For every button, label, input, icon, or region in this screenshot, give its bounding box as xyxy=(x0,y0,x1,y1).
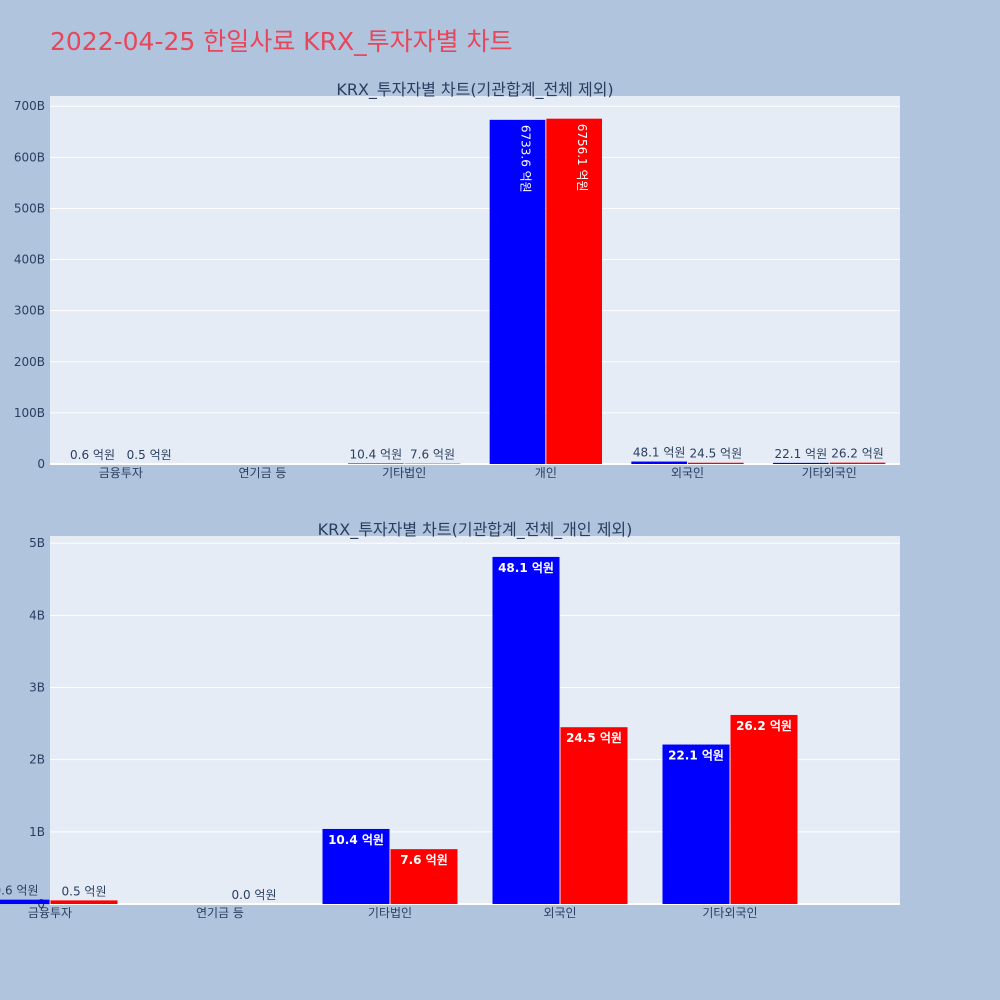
data-label: 0.5 억원 xyxy=(127,448,172,462)
y-tick-label: 2B xyxy=(29,753,45,767)
data-label: 24.5 억원 xyxy=(566,731,622,745)
y-tick-label: 100B xyxy=(14,406,45,420)
chart-title-0: KRX_투자자별 차트(기관합계_전체 제외) xyxy=(336,80,613,100)
bar xyxy=(688,462,744,464)
data-label: 7.6 억원 xyxy=(410,448,455,462)
data-label: 48.1 억원 xyxy=(633,446,686,460)
x-tick-label: 개인 xyxy=(535,466,557,480)
y-tick-label: 5B xyxy=(29,536,45,550)
data-label: 24.5 억원 xyxy=(690,447,743,461)
y-tick-label: 500B xyxy=(14,201,45,215)
page-title: 2022-04-25 한일사료 KRX_투자자별 차트 xyxy=(50,27,513,56)
x-tick-label: 기타법인 xyxy=(368,906,412,920)
x-tick-label: 기타법인 xyxy=(382,466,426,480)
y-tick-label: 600B xyxy=(14,150,45,164)
x-tick-label: 연기금 등 xyxy=(196,906,244,920)
y-tick-label: 700B xyxy=(14,99,45,113)
bar xyxy=(662,744,730,904)
bar xyxy=(390,849,458,904)
data-label: 22.1 억원 xyxy=(775,447,828,461)
bar xyxy=(730,714,798,904)
y-tick-label: 200B xyxy=(14,355,45,369)
data-label: 7.6 억원 xyxy=(400,853,448,867)
data-label: 0.6 억원 xyxy=(70,448,115,462)
y-tick-label: 4B xyxy=(29,608,45,622)
x-tick-label: 금융투자 xyxy=(28,906,72,920)
bar xyxy=(829,462,886,464)
bar xyxy=(50,900,118,904)
x-tick-label: 기타외국인 xyxy=(802,466,857,480)
y-tick-label: 1B xyxy=(29,825,45,839)
data-label: 0.5 억원 xyxy=(62,884,107,898)
bar xyxy=(322,828,390,904)
y-tick-label: 0 xyxy=(37,457,45,471)
chart-title-1: KRX_투자자별 차트(기관합계_전체_개인 제외) xyxy=(318,520,633,540)
bar xyxy=(631,461,687,464)
bar xyxy=(546,118,602,464)
bar xyxy=(492,556,560,904)
bar xyxy=(489,119,546,464)
data-label: 6733.6 억원 xyxy=(519,125,533,193)
data-label: 26.2 억원 xyxy=(736,719,792,733)
data-label: 6756.1 억원 xyxy=(575,124,589,192)
x-tick-label: 금융투자 xyxy=(99,466,143,480)
y-tick-label: 400B xyxy=(14,253,45,267)
bar xyxy=(560,727,628,904)
bar xyxy=(348,463,404,464)
data-label: 26.2 억원 xyxy=(831,447,884,461)
plot-area-0 xyxy=(50,96,900,464)
bar xyxy=(0,899,50,904)
x-tick-label: 외국인 xyxy=(671,466,704,480)
x-tick-label: 기타외국인 xyxy=(702,906,757,920)
bar xyxy=(773,462,829,464)
data-label: 48.1 억원 xyxy=(498,561,554,575)
data-label: 0.6 억원 xyxy=(0,884,38,898)
x-tick-label: 외국인 xyxy=(543,906,576,920)
data-label: 10.4 억원 xyxy=(328,833,384,847)
data-label: 22.1 억원 xyxy=(668,749,724,763)
data-label: 10.4 억원 xyxy=(350,447,403,461)
x-tick-label: 연기금 등 xyxy=(239,466,287,480)
data-label: 0.0 억원 xyxy=(232,888,277,902)
y-tick-label: 300B xyxy=(14,304,45,318)
y-tick-label: 3B xyxy=(29,681,45,695)
